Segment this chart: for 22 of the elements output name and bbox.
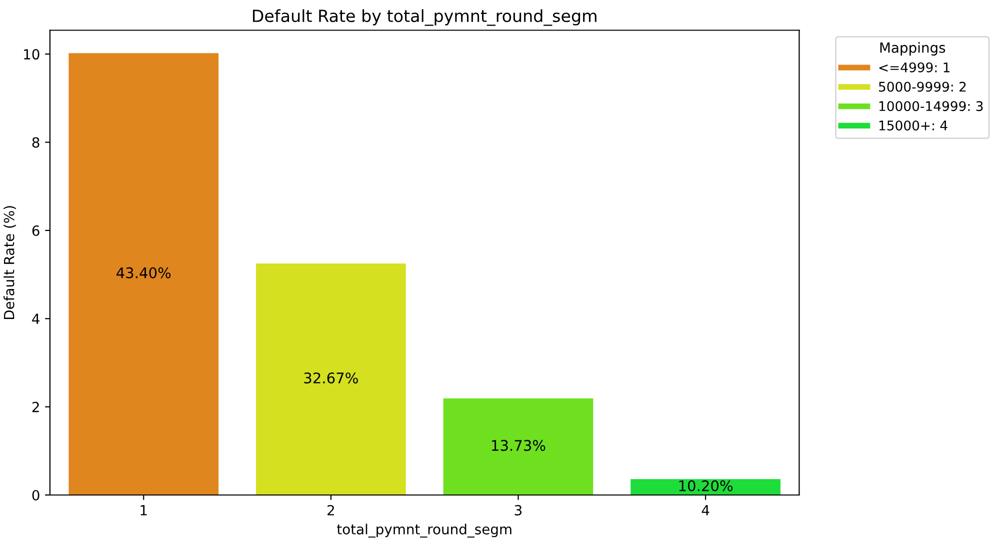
- x-tick-label: 1: [140, 505, 147, 516]
- legend-label: 10000-14999: 3: [879, 101, 983, 112]
- legend-label: 15000+: 4: [879, 120, 948, 130]
- legend-label: 5000-9999: 2: [879, 82, 966, 92]
- annotation: 32.67%: [304, 372, 358, 384]
- x-tick-label: 4: [702, 505, 710, 516]
- y-tick-label: 0: [32, 490, 40, 500]
- annotation: 10.20%: [679, 480, 733, 492]
- annotation: 13.73%: [492, 440, 546, 451]
- x-tick-label: 3: [514, 504, 522, 516]
- y-tick-label: 2: [32, 402, 39, 412]
- legend-title: Mappings: [880, 42, 946, 56]
- x-tick-label: 2: [328, 504, 334, 516]
- y-tick-label: 6: [32, 225, 40, 236]
- legend-label: <=4999: 1: [879, 62, 950, 72]
- y-axis-title: Default Rate (%): [4, 206, 16, 319]
- y-tick-label: 8: [32, 137, 40, 148]
- y-tick-label: 4: [32, 314, 40, 324]
- x-axis-title: total_pymnt_round_segm: [337, 524, 512, 538]
- chart-title: Default Rate by total_pymnt_round_segm: [252, 9, 596, 26]
- annotation: 43.40%: [116, 267, 171, 278]
- y-tick-label: 10: [24, 49, 40, 60]
